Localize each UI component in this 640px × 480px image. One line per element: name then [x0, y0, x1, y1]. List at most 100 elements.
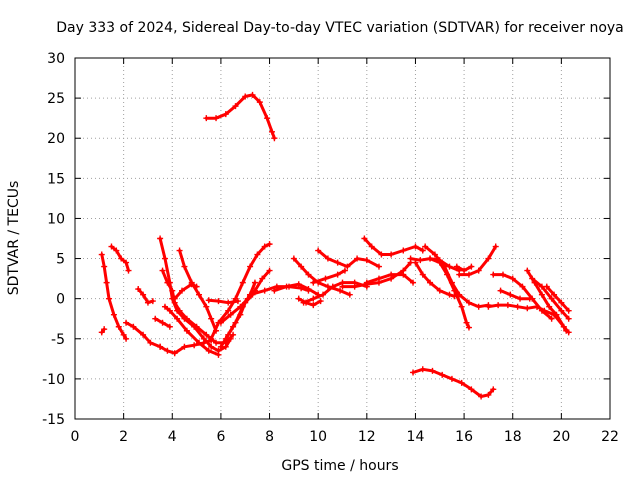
data-point [256, 99, 263, 106]
data-point [247, 291, 254, 298]
series-track-7 [159, 267, 237, 346]
data-point [259, 275, 266, 282]
data-point [266, 241, 273, 248]
data-marks [98, 91, 572, 400]
data-point [412, 243, 419, 250]
data-point [463, 319, 470, 326]
data-point [310, 279, 317, 286]
data-point [271, 287, 278, 294]
series-track-27 [361, 235, 426, 258]
series-track-8 [161, 303, 222, 358]
data-point [388, 271, 395, 278]
data-point [315, 247, 322, 254]
data-point [159, 267, 166, 274]
data-point [446, 291, 453, 298]
data-point [217, 343, 224, 350]
data-point [548, 315, 555, 322]
data-point [351, 283, 358, 290]
series-trace [158, 237, 233, 353]
series-track-40 [529, 275, 572, 322]
data-point [242, 299, 249, 306]
data-point [135, 286, 142, 293]
data-point [101, 263, 108, 270]
data-point [295, 281, 302, 288]
data-point [368, 243, 375, 250]
data-point [261, 243, 268, 250]
data-point [565, 307, 572, 314]
series-track-32 [422, 243, 492, 310]
data-point [529, 275, 536, 282]
series-track-36 [485, 302, 541, 312]
data-point [171, 295, 178, 302]
data-point [249, 91, 256, 98]
series-track-20 [271, 281, 322, 298]
data-point [324, 255, 331, 262]
data-point [166, 323, 173, 330]
data-point [339, 283, 346, 290]
series-trace [297, 297, 323, 307]
data-point [120, 331, 127, 338]
data-point [436, 287, 443, 294]
data-point [490, 271, 497, 278]
data-point [375, 263, 382, 270]
data-point [485, 303, 492, 310]
data-point [227, 311, 234, 318]
chart-title: Day 333 of 2024, Sidereal Day-to-day VTE… [56, 20, 624, 36]
data-point [152, 315, 159, 322]
data-point [329, 283, 336, 290]
data-point [130, 323, 137, 330]
data-point [303, 299, 310, 306]
data-point [363, 279, 370, 286]
y-tick-label: 25 [47, 91, 65, 107]
data-point [157, 343, 164, 350]
series-track-33 [453, 263, 475, 274]
data-point [500, 271, 506, 278]
series-trace [411, 367, 495, 398]
data-point [164, 347, 171, 354]
series-track-6 [157, 235, 234, 354]
data-point [183, 327, 190, 334]
y-tick-label: -5 [51, 332, 65, 348]
y-tick-label: 10 [47, 211, 65, 227]
data-point [305, 271, 312, 278]
data-point [354, 255, 361, 262]
data-point [417, 257, 424, 264]
data-point [305, 286, 312, 293]
x-tick-label: 4 [168, 429, 177, 445]
data-point [548, 295, 555, 302]
data-point [203, 303, 210, 310]
data-point [215, 351, 222, 358]
data-point [541, 307, 548, 314]
y-tick-label: -15 [42, 412, 65, 428]
data-point [431, 251, 438, 258]
data-point [410, 369, 417, 376]
series-trace [545, 285, 571, 313]
series-trace [204, 93, 276, 140]
x-tick-label: 0 [71, 429, 80, 445]
y-tick-label: 5 [56, 252, 65, 268]
data-point [507, 291, 514, 298]
data-point [419, 366, 426, 373]
data-point [412, 259, 419, 266]
series-track-23 [295, 295, 324, 309]
series-track-34 [456, 243, 499, 278]
data-point [509, 275, 516, 282]
data-point [208, 343, 215, 350]
data-point [161, 303, 168, 310]
data-point [181, 263, 188, 270]
data-point [123, 259, 130, 266]
data-point [254, 251, 261, 258]
series-track-41 [543, 283, 572, 314]
data-point [465, 271, 472, 278]
series-track-10 [152, 315, 173, 330]
data-point [560, 323, 567, 330]
data-point [400, 247, 407, 254]
data-point [320, 291, 327, 298]
data-point [495, 302, 502, 309]
data-point [346, 291, 353, 298]
data-point [427, 279, 434, 286]
data-point [176, 307, 183, 314]
data-point [169, 287, 176, 294]
data-point [448, 279, 455, 286]
